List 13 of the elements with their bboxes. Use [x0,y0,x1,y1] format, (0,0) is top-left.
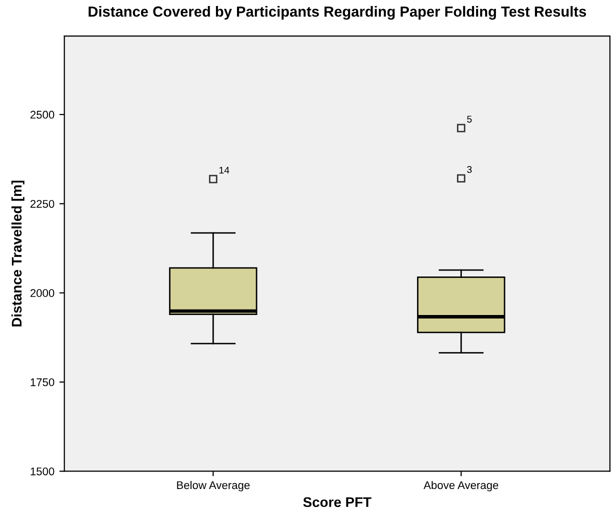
annotation: 14 [219,166,230,174]
y-tick-label: 2000 [30,289,54,298]
chart-title: Distance Covered by Participants Regarding Paper Folding Test Results [88,6,586,20]
annotation: 5 [467,116,472,123]
x-axis-title: Score PFT [303,497,372,508]
x-tick-label: Above Average [424,480,498,492]
y-tick-label: 2500 [30,110,54,119]
x-tick-label: Below Average [177,480,250,492]
y-tick-label: 1500 [30,467,54,476]
y-tick-label: 2250 [30,200,54,208]
y-tick-label: 1750 [30,378,54,386]
y-axis-title: Distance Travelled [m] [11,180,24,326]
annotation: 3 [467,166,472,173]
